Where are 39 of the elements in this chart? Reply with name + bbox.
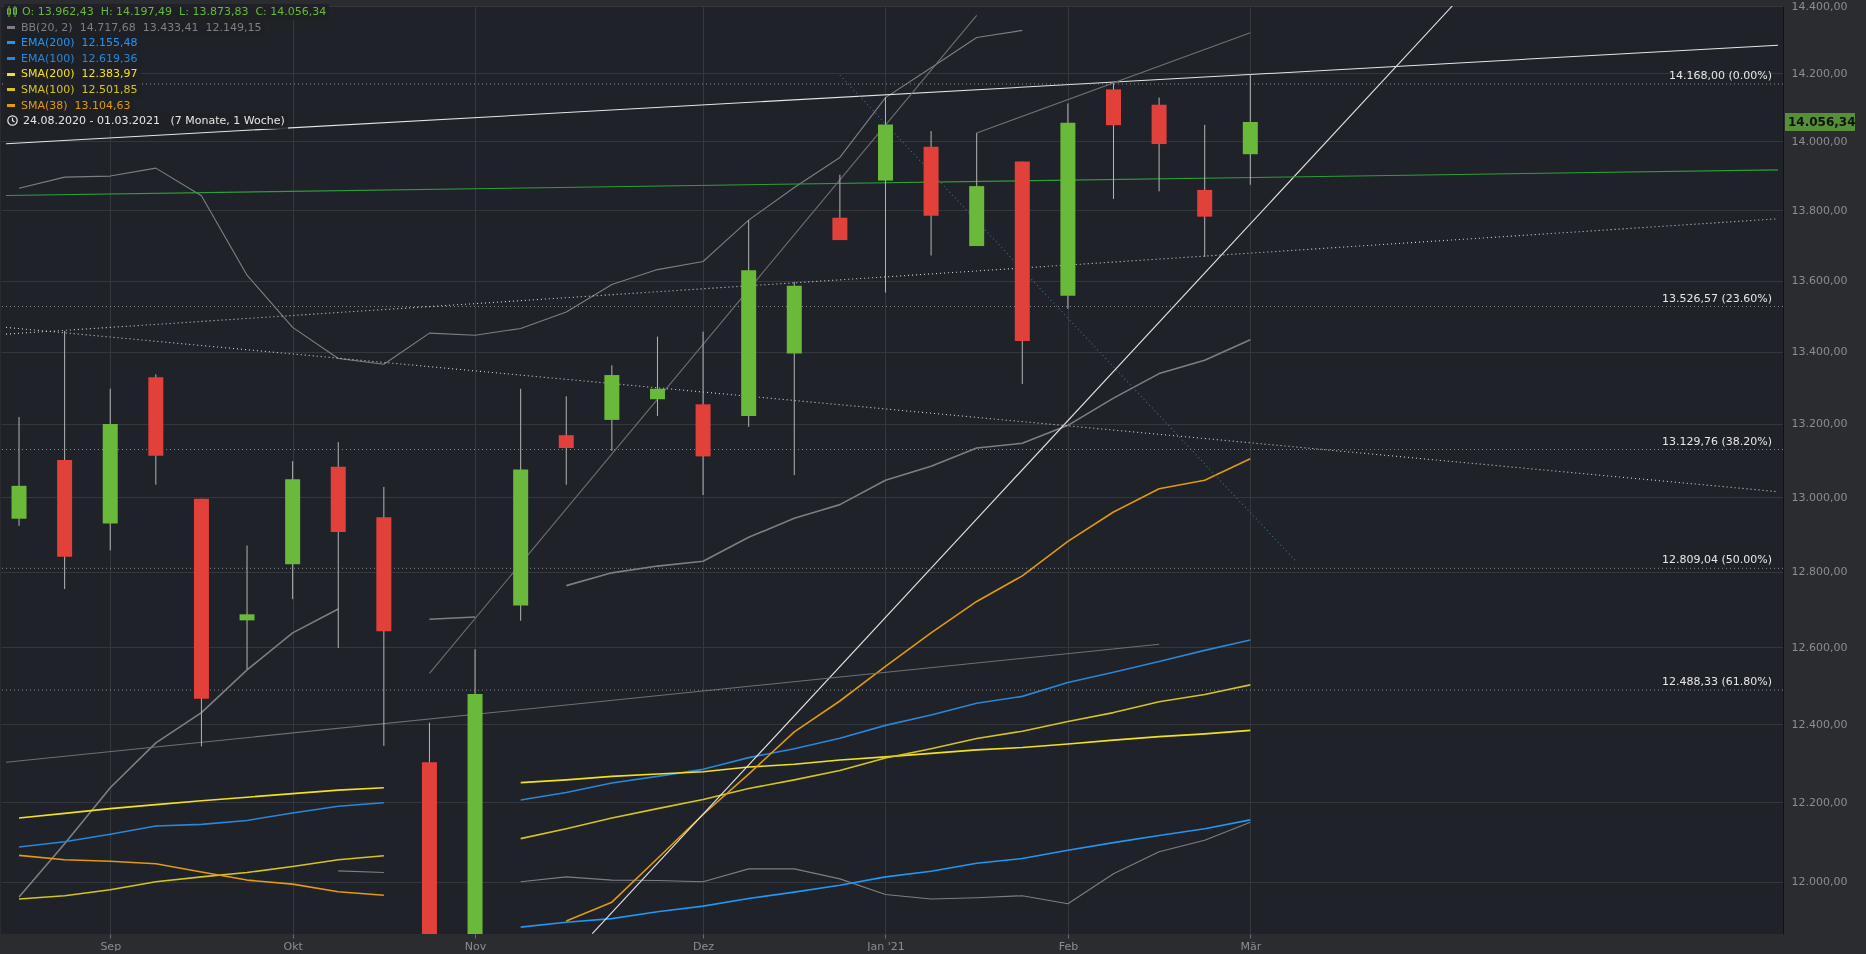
text: 14.056,34 bbox=[1788, 115, 1856, 130]
ref-line-label: 13.129,76 (38.20%) bbox=[1661, 434, 1772, 448]
y-tick-label: 14.000,00 bbox=[1791, 134, 1848, 148]
candlestick bbox=[649, 336, 665, 417]
y-tick-label: 13.200,00 bbox=[1791, 417, 1848, 431]
y-tick-label: 12.000,00 bbox=[1791, 875, 1848, 889]
x-tick-label: Dez bbox=[693, 939, 715, 953]
chart-title: O: 13.962,43 H: 14.197,49 L: 13.873,83 C: 14.056,34 bbox=[22, 4, 327, 20]
candlestick bbox=[558, 395, 574, 486]
y-tick-label: 12.400,00 bbox=[1791, 717, 1848, 731]
ref-line-label: 12.488,33 (61.80%) bbox=[1661, 675, 1772, 689]
y-tick-label: 14.400,00 bbox=[1791, 0, 1848, 13]
x-tick-label: Mär bbox=[1240, 939, 1262, 953]
legend-label: SMA(38) 13.104,63 bbox=[21, 97, 131, 114]
y-tick-label: 12.800,00 bbox=[1791, 565, 1848, 579]
y-tick-label: 13.000,00 bbox=[1791, 490, 1848, 504]
y-tick-label: 13.800,00 bbox=[1791, 203, 1848, 217]
ref-line-label: 13.526,57 (23.60%) bbox=[1661, 291, 1772, 305]
candlestick bbox=[239, 545, 255, 670]
x-tick-label: Okt bbox=[283, 939, 304, 953]
ref-line-label: 14.168,00 (0.00%) bbox=[1668, 69, 1772, 83]
ref-line-label: 12.809,04 (50.00%) bbox=[1661, 553, 1772, 567]
x-tick-label: Jan '21 bbox=[866, 939, 905, 953]
text: 24.08.2020 - 01.03.2021 (7 Monate, 1 Woche) bbox=[23, 113, 285, 129]
legend-label: SMA(100) 12.501,85 bbox=[21, 81, 138, 98]
x-tick-label: Feb bbox=[1058, 939, 1079, 953]
legend-label: BB(20, 2) 14.717,68 13.433,41 12.149,15 bbox=[21, 19, 262, 36]
legend-label: EMA(100) 12.619,36 bbox=[21, 50, 138, 67]
line-series bbox=[519, 819, 1252, 928]
legend-label: EMA(200) 12.155,48 bbox=[21, 35, 138, 51]
x-tick-label: Nov bbox=[464, 939, 487, 953]
x-tick-label: Sep bbox=[100, 939, 122, 953]
y-tick-label: 12.200,00 bbox=[1791, 795, 1848, 809]
y-tick-label: 14.200,00 bbox=[1791, 66, 1848, 80]
candlestick bbox=[832, 174, 848, 241]
y-tick-label: 12.600,00 bbox=[1791, 640, 1848, 654]
y-tick-label: 13.600,00 bbox=[1791, 274, 1848, 288]
y-tick-label: 13.400,00 bbox=[1791, 345, 1848, 359]
legend-label: SMA(200) 12.383,97 bbox=[21, 66, 138, 82]
